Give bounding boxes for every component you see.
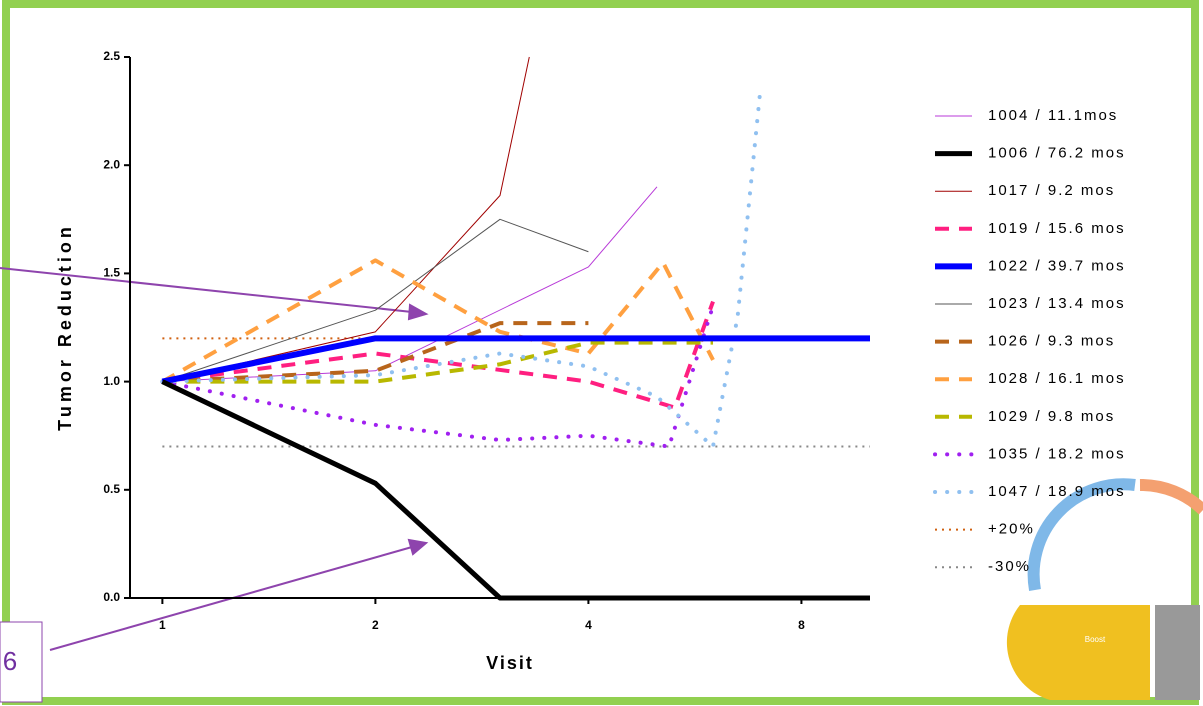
y-axis-label: Tumor Reduction (55, 223, 75, 431)
series-line (161, 258, 715, 384)
series-line (162, 340, 714, 384)
x-tick-label: 1 (159, 618, 166, 632)
series-line (162, 218, 589, 383)
series-line (160, 303, 716, 449)
series-line (161, 335, 870, 385)
legend-label: 1022 / 39.7 mos (988, 257, 1126, 274)
series-line (160, 87, 763, 449)
x-axis-label: Visit (486, 653, 534, 673)
legend-label: 1029 / 9.8 mos (988, 408, 1115, 425)
slide-number-box (0, 621, 43, 703)
series-line (162, 300, 715, 410)
graphic-label: Boost (1085, 635, 1106, 644)
x-tick-label: 8 (798, 618, 805, 632)
y-tick-label: 1.5 (103, 266, 120, 280)
series-line (162, 56, 530, 383)
y-tick-label: 0.0 (103, 590, 120, 604)
x-tick-label: 2 (372, 618, 379, 632)
legend-label: 1028 / 16.1 mos (988, 370, 1126, 387)
legend-label: 1004 / 11.1mos (988, 107, 1118, 124)
legend-label: 1026 / 9.3 mos (988, 333, 1115, 350)
series-line (161, 379, 870, 601)
x-tick-label: 4 (585, 618, 592, 632)
legend-label: 1006 / 76.2 mos (988, 145, 1126, 162)
y-tick-label: 0.5 (103, 482, 120, 496)
legend-label: +20% (988, 521, 1035, 538)
y-tick-label: 2.5 (103, 49, 120, 63)
legend-label: 1019 / 15.6 mos (988, 220, 1126, 237)
y-tick-label: 2.0 (103, 157, 120, 171)
series-line (162, 186, 658, 383)
slide-number: 6 (3, 646, 17, 676)
y-tick-label: 1.0 (103, 374, 120, 388)
series-line (162, 321, 589, 384)
legend-label: 1035 / 18.2 mos (988, 445, 1126, 462)
legend-label: -30% (988, 558, 1031, 575)
legend-label: 1047 / 18.9 mos (988, 483, 1126, 500)
cycle-graphic: Boost (1006, 478, 1203, 700)
legend-label: 1017 / 9.2 mos (988, 182, 1115, 199)
legend-label: 1023 / 13.4 mos (988, 295, 1126, 312)
